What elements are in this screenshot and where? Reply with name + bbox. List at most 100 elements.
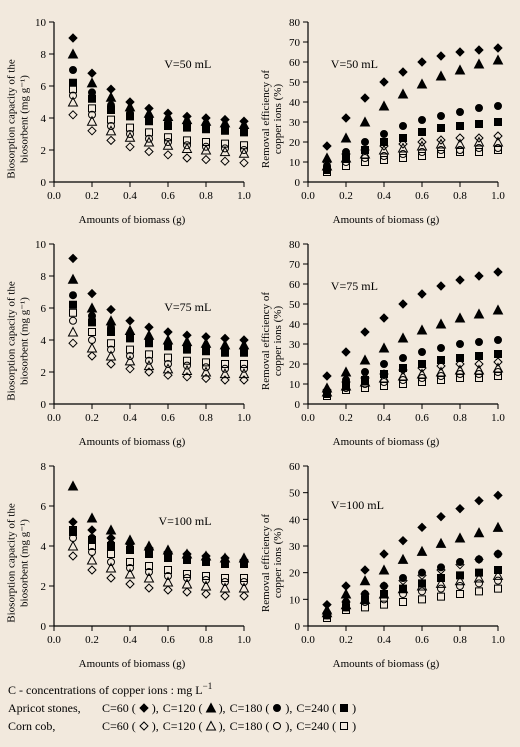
svg-text:0.4: 0.4 <box>377 412 391 424</box>
chart-cell-2: Biosorption capacity of thebiosorbent (m… <box>8 234 256 448</box>
svg-text:0.8: 0.8 <box>199 634 213 646</box>
svg-text:40: 40 <box>289 514 301 526</box>
svg-text:0.8: 0.8 <box>199 412 213 424</box>
svg-text:30: 30 <box>289 339 301 351</box>
svg-text:50: 50 <box>289 488 301 500</box>
svg-text:0.2: 0.2 <box>339 412 353 424</box>
y-axis-label: Biosorption capacity of thebiosorbent (m… <box>6 19 31 219</box>
chart-panel-4: 0 2 4 6 8 0.0 0.2 0.4 0.6 0.8 1.0 <box>8 456 256 656</box>
chart-panel-2: 02468100.00.20.40.60.81.0 <box>8 234 256 434</box>
svg-text:0.6: 0.6 <box>161 412 175 424</box>
svg-text:0.8: 0.8 <box>453 634 467 646</box>
svg-text:6: 6 <box>41 501 47 513</box>
svg-text:0.2: 0.2 <box>85 190 99 202</box>
svg-text:0.4: 0.4 <box>377 634 391 646</box>
svg-text:60: 60 <box>289 57 301 69</box>
y-axis-label: Removal efficiency ofcopper ions (%) <box>260 241 284 441</box>
svg-text:70: 70 <box>289 37 301 49</box>
chart-cell-4: Biosorption capacity of thebiosorbent (m… <box>8 456 256 670</box>
svg-text:20: 20 <box>289 137 301 149</box>
svg-text:1.0: 1.0 <box>491 634 505 646</box>
svg-text:60: 60 <box>289 279 301 291</box>
svg-text:0.4: 0.4 <box>123 634 137 646</box>
y-axis-label: Removal efficiency ofcopper ions (%) <box>260 463 284 663</box>
svg-text:0.0: 0.0 <box>47 634 61 646</box>
legend-item: C=60 (), <box>102 699 159 717</box>
svg-text:0.2: 0.2 <box>339 190 353 202</box>
svg-text:80: 80 <box>289 239 301 251</box>
svg-text:20: 20 <box>289 568 301 580</box>
x-axis-label: Amounts of biomass (g) <box>262 436 510 448</box>
svg-text:10: 10 <box>289 594 301 606</box>
panel-annotation: V=75 mL <box>164 300 211 315</box>
svg-text:0: 0 <box>41 399 47 411</box>
svg-text:20: 20 <box>289 359 301 371</box>
svg-text:40: 40 <box>289 97 301 109</box>
svg-text:10: 10 <box>35 239 47 251</box>
svg-text:0.2: 0.2 <box>339 634 353 646</box>
svg-text:80: 80 <box>289 17 301 29</box>
svg-text:0.6: 0.6 <box>161 634 175 646</box>
svg-text:10: 10 <box>35 17 47 29</box>
x-axis-label: Amounts of biomass (g) <box>262 658 510 670</box>
chart-panel-0: 02468100.00.20.40.60.81.0 <box>8 12 256 212</box>
chart-cell-5: Removal efficiency ofcopper ions (%) 0 10 2… <box>262 456 510 670</box>
svg-text:70: 70 <box>289 259 301 271</box>
svg-text:0: 0 <box>41 621 47 633</box>
svg-text:8: 8 <box>41 271 47 283</box>
svg-text:1.0: 1.0 <box>237 634 251 646</box>
x-axis-label: Amounts of biomass (g) <box>8 658 256 670</box>
svg-text:0.4: 0.4 <box>123 190 137 202</box>
svg-text:4: 4 <box>41 335 47 347</box>
y-axis-label: Biosorption capacity of thebiosorbent (m… <box>6 463 31 663</box>
svg-text:40: 40 <box>289 319 301 331</box>
svg-text:30: 30 <box>289 541 301 553</box>
svg-text:0.2: 0.2 <box>85 634 99 646</box>
svg-text:2: 2 <box>41 145 47 157</box>
panel-annotation: V=100 mL <box>331 498 384 513</box>
chart-panel-1: 0 10 20 30 40 50 60 70 80 0.0 0.2 0.4 0.6 0.8 1.0 <box>262 12 510 212</box>
svg-text:10: 10 <box>289 379 301 391</box>
chart-cell-1: Removal efficiency ofcopper ions (%)0102… <box>262 12 510 226</box>
svg-text:0.8: 0.8 <box>453 412 467 424</box>
svg-text:0.4: 0.4 <box>123 412 137 424</box>
svg-text:10: 10 <box>289 157 301 169</box>
svg-text:0.2: 0.2 <box>85 412 99 424</box>
legend: C - concentrations of copper ions : mg L… <box>8 680 512 735</box>
chart-grid: Biosorption capacity of thebiosorbent (m… <box>8 12 512 670</box>
svg-text:0.4: 0.4 <box>377 190 391 202</box>
svg-text:0.6: 0.6 <box>415 634 429 646</box>
svg-text:0: 0 <box>295 399 301 411</box>
x-axis-label: Amounts of biomass (g) <box>8 214 256 226</box>
svg-text:1.0: 1.0 <box>237 190 251 202</box>
svg-text:8: 8 <box>41 461 47 473</box>
legend-row-0: Apricot stones,C=60 (),C=120 (),C=180 ()… <box>8 699 512 717</box>
svg-text:4: 4 <box>41 113 47 125</box>
panel-annotation: V=100 mL <box>159 514 212 529</box>
svg-text:30: 30 <box>289 117 301 129</box>
svg-text:0.8: 0.8 <box>199 190 213 202</box>
svg-text:0: 0 <box>295 177 301 189</box>
legend-row-1: Corn cob,C=60 (),C=120 (),C=180 (),C=240… <box>8 717 512 735</box>
svg-text:1.0: 1.0 <box>491 190 505 202</box>
svg-text:0: 0 <box>295 621 301 633</box>
svg-text:50: 50 <box>289 77 301 89</box>
svg-text:0.0: 0.0 <box>301 634 315 646</box>
svg-text:0.8: 0.8 <box>453 190 467 202</box>
svg-text:0.6: 0.6 <box>415 190 429 202</box>
svg-text:0.0: 0.0 <box>301 190 315 202</box>
panel-annotation: V=75 mL <box>331 279 378 294</box>
legend-title: C - concentrations of copper ions : mg L… <box>8 680 512 699</box>
legend-item: C=180 (), <box>230 717 293 735</box>
svg-text:0.0: 0.0 <box>301 412 315 424</box>
chart-cell-0: Biosorption capacity of thebiosorbent (m… <box>8 12 256 226</box>
chart-panel-3: 010203040506070800.00.20.40.60.81.0 <box>262 234 510 434</box>
legend-item: C=240 () <box>296 717 356 735</box>
svg-text:4: 4 <box>41 541 47 553</box>
svg-text:6: 6 <box>41 81 47 93</box>
chart-panel-5: 01020304050600.00.20.40.60.81.0 <box>262 456 510 656</box>
panel-annotation: V=50 mL <box>164 57 211 72</box>
legend-item: C=120 (), <box>163 699 226 717</box>
svg-text:2: 2 <box>41 581 47 593</box>
chart-cell-3: Removal efficiency ofcopper ions (%) 0 10 2… <box>262 234 510 448</box>
